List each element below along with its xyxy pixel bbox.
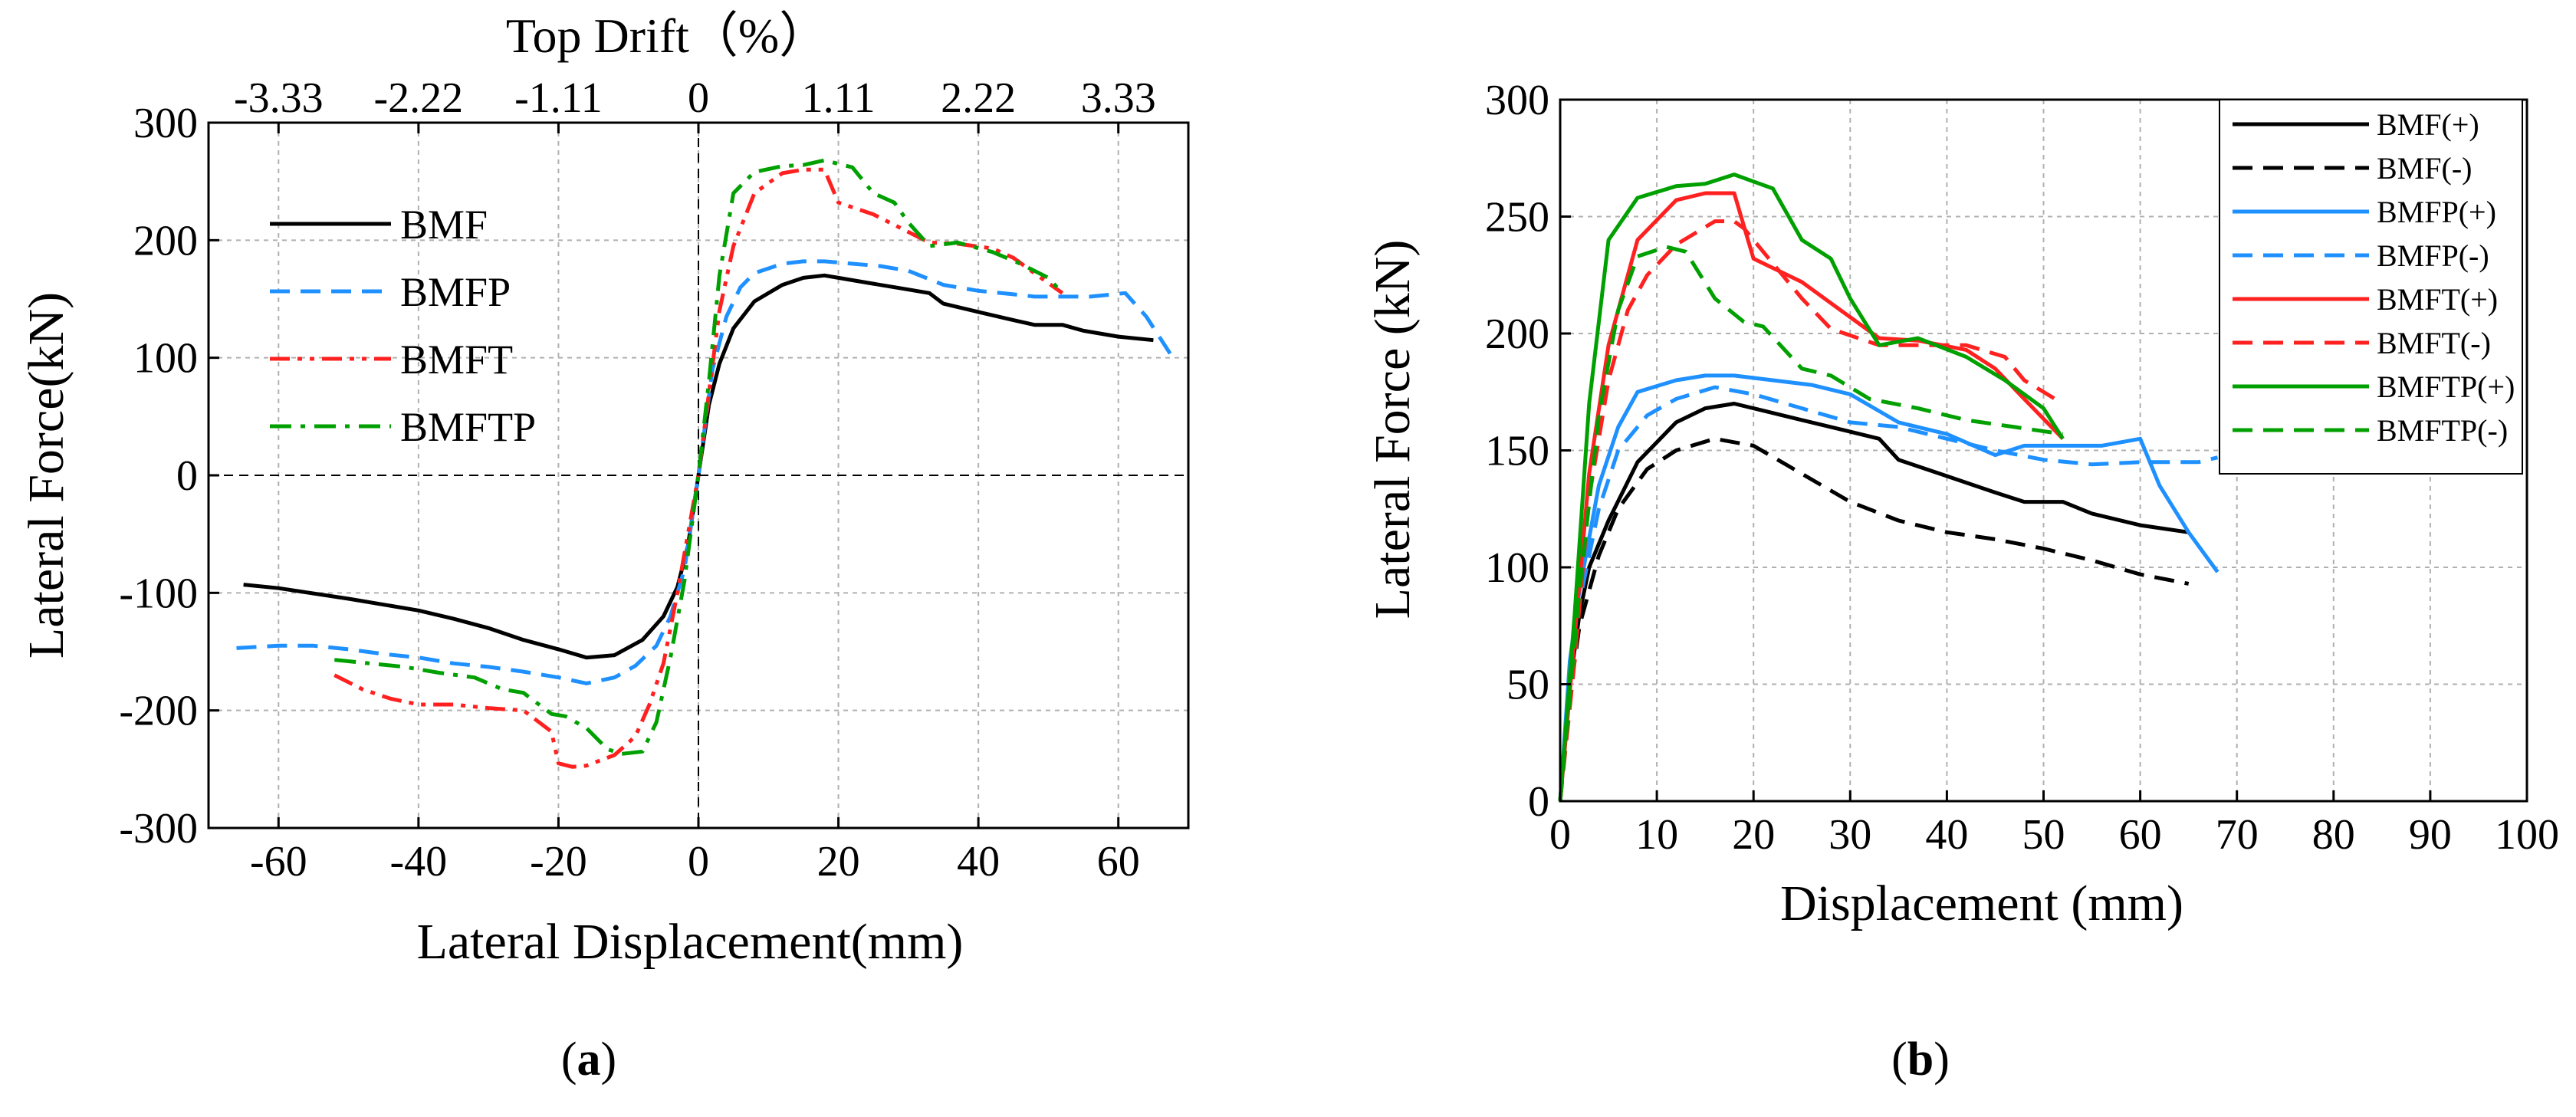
x-tick-label: 20 [1732,811,1775,859]
chart-a-x-tick-labels: -60 -40 -20 0 20 40 60 [250,838,1140,885]
top-tick-label: 3.33 [1081,74,1156,122]
series-line-bmftp- [1558,245,2064,802]
chart-b-y-tick-labels: 0 50 100 150 200 250 300 [1485,77,1549,826]
y-tick-label: -200 [119,688,198,735]
x-tick-label: 40 [957,838,1000,885]
x-tick-label: 70 [2216,811,2259,859]
chart-b-legend: BMF(+) BMF(-) BMFP(+) BMFP(-) BMFT(+) BMFT(-)… [2219,99,2523,475]
legend-label: BMF(-) [2377,151,2472,186]
chart-b: 0 10 20 30 40 50 60 70 80 90 100 0 50 100 150 200 250 30… [1365,77,2559,1086]
chart-a-series [236,158,1176,769]
y-tick-label: 300 [1485,77,1549,124]
series-line-bmftp- [1558,172,2065,802]
chart-b-series [1558,172,2220,802]
x-tick-label: 60 [1097,838,1140,885]
x-tick-label: 40 [1925,811,1968,859]
chart-a: -60 -40 -20 0 20 40 60 -300-200-1000100200300 … [18,8,1190,1086]
top-tick-label: -3.33 [234,74,324,122]
y-tick-label: 50 [1506,662,1549,709]
x-tick-label: 0 [1549,811,1571,859]
x-tick-label: 10 [1635,811,1678,859]
x-tick-label: 50 [2022,811,2065,859]
x-tick-label: 100 [2495,811,2559,859]
series-line-bmfp- [1558,385,2219,802]
chart-a-top-axis-title: Top Drift（%） [506,8,828,63]
chart-b-y-axis-title: Lateral Force (kN) [1365,240,1421,619]
legend-label: BMFT(-) [2377,326,2491,360]
series-line-bmft- [1558,219,2064,802]
legend-label: BMFT [400,337,513,383]
chart-a-y-tick-labels: -300 -200 -100 0 100 200 300 [119,100,198,853]
x-tick-label: 90 [2409,811,2452,859]
chart-b-x-tick-labels: 0 10 20 30 40 50 60 70 80 90 100 [1549,811,2559,859]
top-tick-label: 1.11 [802,74,876,122]
chart-b-legend-box [2219,99,2523,475]
y-tick-label: 100 [1485,544,1549,592]
series-line-bmftp [334,158,1064,756]
x-tick-label: 60 [2119,811,2162,859]
legend-label: BMF [400,202,488,248]
y-tick-label: 0 [176,452,198,500]
legend-label: BMF(+) [2377,107,2479,142]
chart-b-x-axis-title: Displacement (mm) [1780,876,2183,931]
y-tick-label: 150 [1485,428,1549,475]
y-tick-label: 200 [133,217,198,264]
legend-label: BMFP [400,269,511,315]
x-tick-label: 20 [817,838,860,885]
chart-a-top-tick-labels: -3.33 -2.22 -1.11 0 1.11 2.22 3.33 [234,74,1156,122]
y-tick-label: 250 [1485,194,1549,241]
chart-b-ticks [1559,98,2528,803]
top-tick-label: 2.22 [941,74,1016,122]
chart-b-caption: (b) [1891,1033,1950,1086]
legend-label: BMFTP(-) [2377,413,2508,448]
legend-label: BMFTP [400,404,536,450]
series-line-bmf [243,273,1154,660]
y-tick-label: 100 [133,335,198,383]
series-line-bmfp [236,259,1176,685]
y-tick-label: -300 [119,805,198,853]
series-line-bmf- [1558,436,2190,802]
legend-label: BMFP(-) [2377,238,2489,273]
top-tick-label: -1.11 [514,74,603,122]
chart-a-x-axis-title: Lateral Displacement(mm) [417,914,964,970]
top-tick-label: 0 [688,74,709,122]
top-tick-label: -2.22 [374,74,464,122]
chart-a-legend: BMF BMFP BMFT BMFTP [270,202,536,450]
y-tick-label: 0 [1528,778,1549,826]
series-line-bmfp- [1558,373,2220,802]
x-tick-label: 80 [2312,811,2355,859]
series-line-bmft- [1558,191,2065,802]
x-tick-label: -20 [530,838,587,885]
legend-label: BMFTP(+) [2377,370,2515,404]
x-tick-label: -40 [390,838,448,885]
x-tick-label: 0 [688,838,709,885]
x-tick-label: -60 [250,838,307,885]
legend-label: BMFP(+) [2377,195,2496,229]
x-tick-label: 30 [1829,811,1871,859]
series-line-bmf- [1558,402,2190,802]
chart-a-ticks [209,121,1120,830]
chart-a-caption: (a) [561,1033,616,1086]
y-tick-label: 300 [133,100,198,147]
y-tick-label: 200 [1485,310,1549,358]
chart-a-y-axis-title: Lateral Force(kN) [18,292,74,659]
legend-label: BMFT(+) [2377,282,2498,317]
y-tick-label: -100 [119,570,198,617]
